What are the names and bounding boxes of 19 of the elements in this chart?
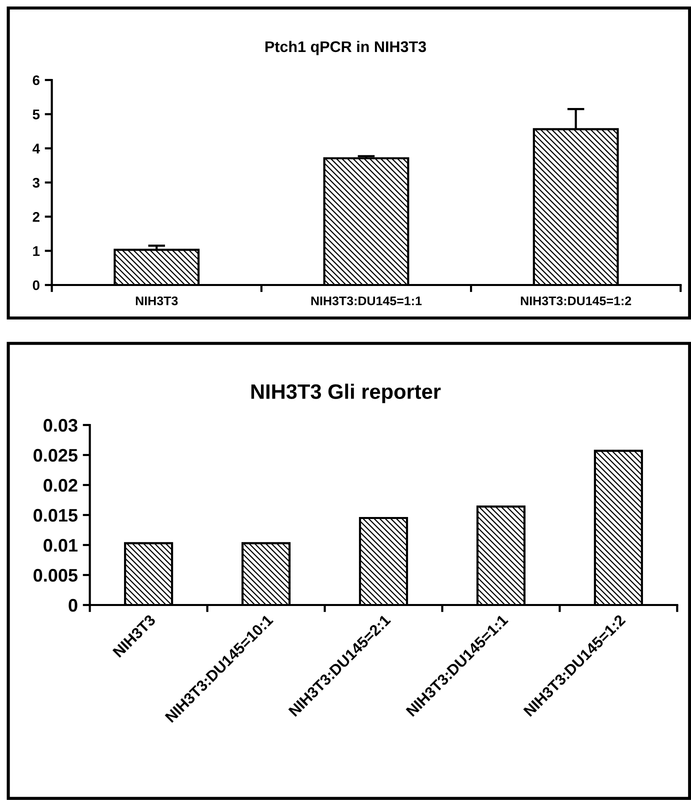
y-tick-label: 0.005 bbox=[34, 568, 78, 582]
y-tick-label: 0.02 bbox=[44, 478, 78, 492]
y-tick-label: 0.015 bbox=[34, 508, 78, 522]
y-tick-label: 0 bbox=[32, 280, 40, 290]
y-tick-label: 4 bbox=[32, 144, 40, 154]
x-tick-label: NIH3T3:DU145=1:1 bbox=[311, 296, 422, 306]
y-tick-label: 0 bbox=[68, 598, 78, 612]
y-tick-label: 2 bbox=[32, 212, 40, 222]
y-tick-label: 1 bbox=[33, 246, 40, 256]
y-tick-label: 0.01 bbox=[44, 538, 78, 552]
y-tick-label: 0.03 bbox=[44, 418, 78, 432]
y-tick-label: 5 bbox=[32, 110, 40, 120]
chart-title: Ptch1 qPCR in NIH3T3 bbox=[265, 40, 426, 56]
x-tick-label: NIH3T3 bbox=[136, 296, 178, 306]
x-tick-label: NIH3T3:DU145=1:2 bbox=[520, 296, 632, 306]
y-tick-label: 0.025 bbox=[34, 448, 78, 462]
chart-title: NIH3T3 Gli reporter bbox=[251, 384, 441, 404]
y-tick-label: 6 bbox=[32, 75, 40, 86]
y-tick-label: 3 bbox=[32, 178, 40, 188]
